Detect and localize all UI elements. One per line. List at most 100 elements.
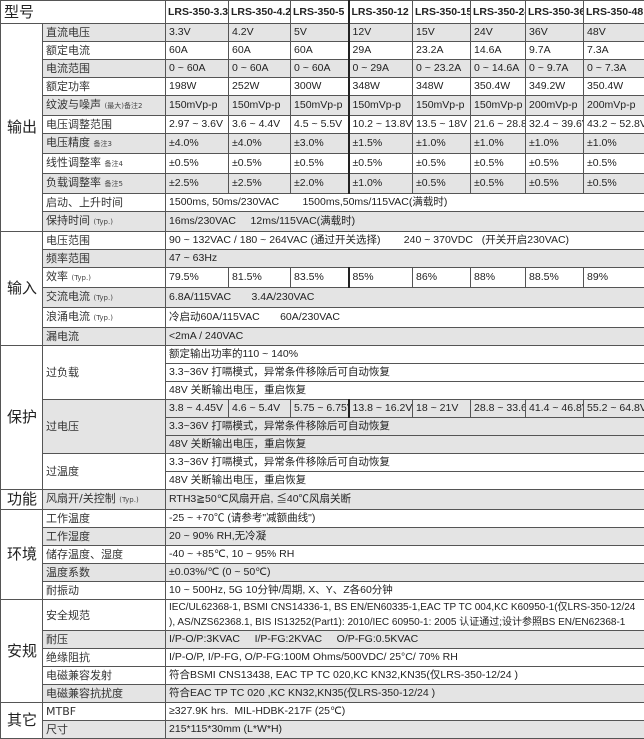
row-label: 电压精度 备注3 xyxy=(43,134,166,154)
row-label-text: 温度系数 xyxy=(46,566,90,579)
table-row: 储存温度、湿度 -40 ~ +85℃, 10 ~ 95% RH xyxy=(1,546,644,564)
row-label: 线性调整率 备注4 xyxy=(43,154,166,174)
row-label-text: 漏电流 xyxy=(46,330,79,343)
row-label: 风扇开/关控制 (Typ.) xyxy=(43,490,166,510)
value-cell-span: ≥327.9K hrs. MIL-HDBK-217F (25℃) xyxy=(166,703,644,721)
value-cell-span: I/P-O/P:3KVAC I/P-FG:2KVAC O/P-FG:0.5KVA… xyxy=(166,631,644,649)
table-row: 电压精度 备注3±4.0%±4.0%±3.0%±1.5%±1.0%±1.0%±1… xyxy=(1,134,644,154)
value-cell: 32.4 ~ 39.6V xyxy=(526,116,584,134)
row-label: 电流范围 xyxy=(43,60,166,78)
value-cell: 14.6A xyxy=(471,42,526,60)
model-header: LRS-350-4.2 xyxy=(229,1,291,24)
row-label: 电磁兼容发射 xyxy=(43,667,166,685)
value-cell: ±0.5% xyxy=(471,174,526,194)
value-cell: ±0.5% xyxy=(584,154,644,174)
value-cell: ±1.0% xyxy=(413,134,471,154)
value-cell-span: 额定输出功率的110 ~ 140% xyxy=(166,346,644,364)
value-cell: 88% xyxy=(471,268,526,288)
value-cell-span: ±0.03%/℃ (0 ~ 50℃) xyxy=(166,564,644,582)
value-cell: 12V xyxy=(349,24,413,42)
value-cell: ±0.5% xyxy=(526,154,584,174)
value-cell: ±0.5% xyxy=(166,154,229,174)
row-label: 过负载 xyxy=(43,346,166,400)
model-header: LRS-350-3.3 xyxy=(166,1,229,24)
value-cell: 3.3V xyxy=(166,24,229,42)
row-label-text: 电压范围 xyxy=(46,234,90,247)
model-header: LRS-350-15 xyxy=(413,1,471,24)
value-cell-span: 48V 关断输出电压，重启恢复 xyxy=(166,472,644,490)
value-cell-span: 10 ~ 500Hz, 5G 10分钟/周期, X、Y、Z各60分钟 xyxy=(166,582,644,600)
value-cell: 10.2 ~ 13.8V xyxy=(349,116,413,134)
value-cell: 350.4W xyxy=(584,78,644,96)
value-cell: 81.5% xyxy=(229,268,291,288)
model-label: 型号 xyxy=(1,1,166,24)
table-row: 耐振动 10 ~ 500Hz, 5G 10分钟/周期, X、Y、Z各60分钟 xyxy=(1,582,644,600)
value-cell: 86% xyxy=(413,268,471,288)
group-label: 功能 xyxy=(1,490,43,510)
value-cell: ±1.0% xyxy=(471,134,526,154)
row-label-text: MTBF xyxy=(46,705,76,718)
value-cell: 150mVp-p xyxy=(413,96,471,116)
value-cell: ±0.5% xyxy=(413,154,471,174)
row-label-text: 线性调整率 xyxy=(46,156,101,169)
group-label: 保护 xyxy=(1,346,43,490)
row-label-text: 启动、上升时间 xyxy=(46,196,123,209)
row-label-text: 电磁兼容抗扰度 xyxy=(46,687,123,700)
value-cell-span: 1500ms, 50ms/230VAC 1500ms,50ms/115VAC(满… xyxy=(166,194,644,212)
value-cell: 55.2 ~ 64.8V xyxy=(584,400,644,418)
row-label-text: 耐振动 xyxy=(46,584,79,597)
value-cell: 0 ~ 7.3A xyxy=(584,60,644,78)
row-label: 储存温度、湿度 xyxy=(43,546,166,564)
value-cell: ±0.5% xyxy=(349,154,413,174)
value-cell-span: IEC/UL62368-1, BSMI CNS14336-1, BS EN/EN… xyxy=(166,600,644,631)
row-note: (Typ.) xyxy=(94,294,113,302)
row-label: 绝缘阻抗 xyxy=(43,649,166,667)
value-cell: 200mVp-p xyxy=(584,96,644,116)
table-row: 启动、上升时间 1500ms, 50ms/230VAC 1500ms,50ms/1… xyxy=(1,194,644,212)
row-label-text: 负载调整率 xyxy=(46,176,101,189)
model-header: LRS-350-36 xyxy=(526,1,584,24)
row-label-text: 耐压 xyxy=(46,633,68,646)
table-row: 电磁兼容发射符合BSMI CNS13438, EAC TP TC 020,KC … xyxy=(1,667,644,685)
value-cell: ±3.0% xyxy=(291,134,349,154)
row-label: 交流电流 (Typ.) xyxy=(43,288,166,308)
row-label: 耐压 xyxy=(43,631,166,649)
value-cell: ±0.5% xyxy=(291,154,349,174)
value-cell: 198W xyxy=(166,78,229,96)
table-row: 负载调整率 备注5±2.5%±2.5%±2.0%±1.0%±0.5%±0.5%±… xyxy=(1,174,644,194)
value-cell: 4.5 ~ 5.5V xyxy=(291,116,349,134)
table-row: 环境工作温度-25 ~ +70℃ (请参考"减额曲线") xyxy=(1,510,644,528)
value-cell: 83.5% xyxy=(291,268,349,288)
value-cell: 252W xyxy=(229,78,291,96)
row-label: 直流电压 xyxy=(43,24,166,42)
value-cell: 0 ~ 9.7A xyxy=(526,60,584,78)
value-cell: 0 ~ 60A xyxy=(291,60,349,78)
value-cell: 60A xyxy=(166,42,229,60)
value-cell: 28.8 ~ 33.6V xyxy=(471,400,526,418)
value-cell: 348W xyxy=(349,78,413,96)
value-cell: 29A xyxy=(349,42,413,60)
table-row: 漏电流<2mA / 240VAC xyxy=(1,328,644,346)
value-cell: 9.7A xyxy=(526,42,584,60)
value-cell: 350.4W xyxy=(471,78,526,96)
value-cell-span: 冷启动60A/115VAC 60A/230VAC xyxy=(166,308,644,328)
table-row: 浪涌电流 (Typ.)冷启动60A/115VAC 60A/230VAC xyxy=(1,308,644,328)
value-cell-span: 符合BSMI CNS13438, EAC TP TC 020,KC KN32,K… xyxy=(166,667,644,685)
table-row: 功能风扇开/关控制 (Typ.)RTH3≧50℃风扇开启, ≦40℃风扇关断 xyxy=(1,490,644,510)
value-cell-span: -40 ~ +85℃, 10 ~ 95% RH xyxy=(166,546,644,564)
row-label-text: 直流电压 xyxy=(46,26,90,39)
value-cell: 300W xyxy=(291,78,349,96)
row-label-text: 交流电流 xyxy=(46,290,90,303)
value-cell: 41.4 ~ 46.8V xyxy=(526,400,584,418)
value-cell: ±0.5% xyxy=(413,174,471,194)
value-cell: 23.2A xyxy=(413,42,471,60)
row-label-text: 效率 xyxy=(46,270,68,283)
row-label-text: 储存温度、湿度 xyxy=(46,548,123,561)
